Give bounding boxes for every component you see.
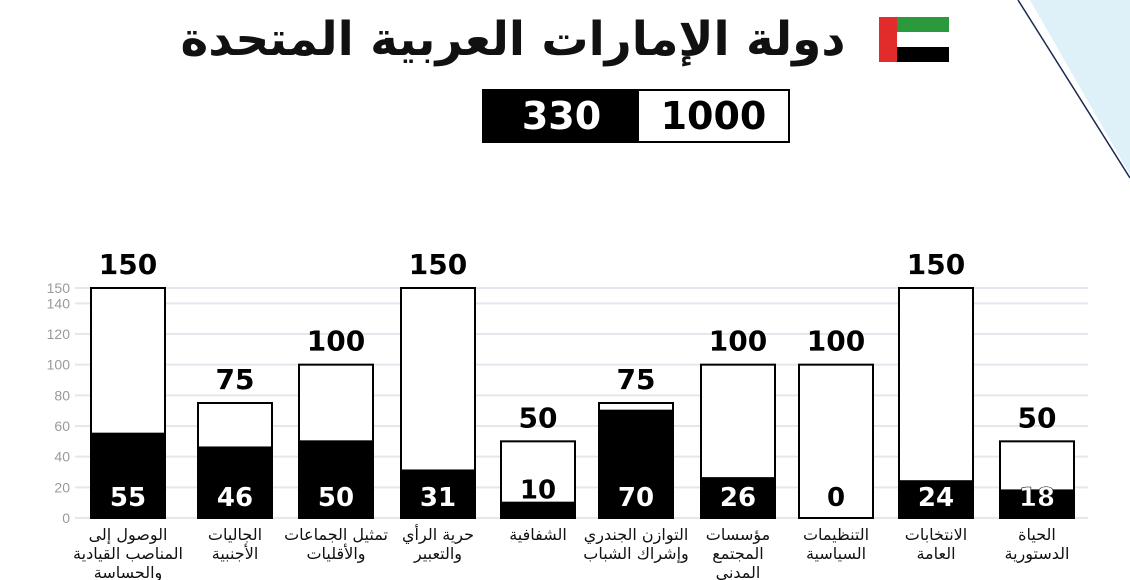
total-max: 1000 <box>639 91 788 141</box>
max-value-label: 150 <box>409 248 467 281</box>
y-tick-label: 40 <box>54 449 70 465</box>
total-score-box: 330 1000 <box>482 89 790 143</box>
category-label: الانتخابات <box>905 525 967 544</box>
y-tick-label: 60 <box>54 418 70 434</box>
max-bar <box>798 363 874 519</box>
y-tick-label: 20 <box>54 479 70 495</box>
max-value-label: 100 <box>709 325 767 358</box>
max-value-label: 75 <box>216 363 255 396</box>
score-bar <box>700 477 776 519</box>
score-bar <box>898 480 974 520</box>
category-label: الجاليات <box>208 525 262 544</box>
max-value-label: 150 <box>99 248 157 281</box>
category-label: مؤسسات <box>706 525 770 545</box>
category-label: التنظيمات <box>803 525 869 544</box>
category-label: المجتمع <box>712 544 764 564</box>
score-bar <box>90 432 166 519</box>
category-label: العامة <box>916 544 955 563</box>
page-title: دولة الإمارات العربية المتحدة <box>180 11 846 67</box>
category-label: المدني <box>716 563 761 580</box>
category-label: الشفافية <box>509 525 567 544</box>
score-bar <box>999 489 1075 519</box>
category-label: الأجنبية <box>212 543 259 563</box>
y-tick-label: 0 <box>62 510 70 526</box>
score-bar <box>400 469 476 520</box>
score-value-label: 0 <box>827 483 845 513</box>
score-value-label: 18 <box>1019 483 1055 513</box>
score-bar <box>598 409 674 519</box>
score-value-label: 46 <box>217 483 253 513</box>
category-label: تمثيل الجماعات <box>284 525 388 544</box>
y-tick-label: 140 <box>47 295 71 311</box>
y-tick-label: 150 <box>47 280 71 296</box>
category-label: والتعبير <box>413 544 462 564</box>
total-score: 330 <box>484 91 639 141</box>
category-label: التوازن الجندري <box>584 525 689 545</box>
max-value-label: 50 <box>1018 401 1057 434</box>
category-label: السياسية <box>806 544 866 563</box>
y-tick-label: 80 <box>54 387 70 403</box>
category-label: الوصول إلى <box>89 525 168 545</box>
max-value-label: 150 <box>907 248 965 281</box>
y-tick-label: 100 <box>47 357 71 373</box>
category-label: حرية الرأي <box>402 524 474 545</box>
score-bar <box>298 440 374 520</box>
category-label: والحساسة <box>94 563 163 580</box>
category-label: المناصب القيادية <box>73 544 183 563</box>
score-value-label: 70 <box>618 483 654 513</box>
max-value-label: 100 <box>807 325 865 358</box>
max-value-label: 75 <box>617 363 656 396</box>
uae-flag-icon <box>879 16 950 62</box>
score-value-label: 10 <box>520 476 556 506</box>
score-bar <box>197 446 273 520</box>
score-bar <box>500 501 576 519</box>
max-value-label: 100 <box>307 325 365 358</box>
category-label: والأقليات <box>306 543 365 564</box>
category-label: الدستورية <box>1005 544 1070 564</box>
score-value-label: 55 <box>110 483 146 513</box>
max-value-label: 50 <box>519 401 558 434</box>
score-value-label: 50 <box>318 483 354 513</box>
score-value-label: 26 <box>720 483 756 513</box>
score-value-label: 31 <box>420 483 456 513</box>
y-tick-label: 120 <box>47 326 71 342</box>
chart-header: دولة الإمارات العربية المتحدة <box>0 4 1130 74</box>
category-label: الحياة <box>1018 525 1056 544</box>
score-value-label: 24 <box>918 483 954 513</box>
category-label: وإشراك الشباب <box>583 544 688 564</box>
